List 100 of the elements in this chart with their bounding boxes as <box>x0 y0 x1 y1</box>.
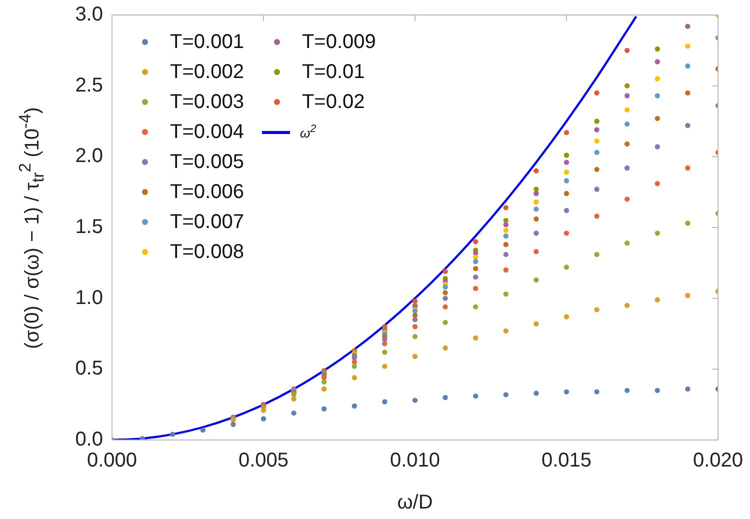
y-tick-label: 1.0 <box>75 286 103 309</box>
point <box>624 83 630 88</box>
point <box>654 59 660 64</box>
legend-label: T=0.01 <box>302 60 365 84</box>
point <box>442 296 448 301</box>
point <box>685 24 690 29</box>
point <box>534 206 539 212</box>
point <box>534 168 539 174</box>
point <box>503 233 508 239</box>
point <box>594 138 600 144</box>
point <box>412 334 418 340</box>
point <box>685 292 690 298</box>
point <box>685 44 690 49</box>
point <box>564 208 570 214</box>
point <box>564 389 570 394</box>
y-tick-label: 1.5 <box>75 216 103 238</box>
point <box>624 107 630 113</box>
point <box>594 166 600 172</box>
legend-label: T=0.001 <box>170 30 244 54</box>
point <box>624 388 630 394</box>
point <box>534 390 539 396</box>
point <box>654 230 660 236</box>
legend-label: T=0.007 <box>170 210 244 234</box>
point <box>260 408 266 413</box>
x-axis-title: ω/D <box>397 492 433 514</box>
x-tick-label: 0.015 <box>541 450 592 472</box>
point <box>442 290 448 296</box>
point <box>473 393 478 399</box>
y-tick-label: 3.0 <box>75 4 103 26</box>
point <box>654 180 660 186</box>
point <box>534 190 539 196</box>
point <box>534 199 539 205</box>
point <box>594 127 600 132</box>
point <box>534 186 539 192</box>
point <box>442 268 448 274</box>
point <box>654 144 660 150</box>
point <box>654 116 660 122</box>
x-tick-label: 0.005 <box>238 450 289 472</box>
point <box>382 364 388 369</box>
point <box>534 277 539 283</box>
point <box>442 394 448 400</box>
point <box>594 389 600 394</box>
point <box>685 122 690 128</box>
point <box>654 46 660 52</box>
legend-label: T=0.008 <box>170 240 244 264</box>
point <box>654 388 660 394</box>
point <box>260 416 266 422</box>
point <box>564 152 570 158</box>
point <box>564 230 570 236</box>
point <box>412 398 418 403</box>
point <box>170 432 176 437</box>
point <box>503 242 508 248</box>
point <box>624 165 630 171</box>
point <box>503 328 508 334</box>
point <box>624 141 630 147</box>
point <box>594 252 600 258</box>
point <box>685 165 690 171</box>
point <box>503 205 508 210</box>
y-tick-label: 2.5 <box>75 74 103 96</box>
point <box>322 406 327 412</box>
point <box>412 354 418 360</box>
point <box>473 304 478 310</box>
legend-label: T=0.003 <box>170 90 244 114</box>
y-tick-label: 0.5 <box>75 358 103 380</box>
point <box>685 90 690 96</box>
point <box>594 214 600 219</box>
point <box>412 324 418 330</box>
x-tick-label: 0.010 <box>390 450 440 472</box>
point <box>594 186 600 192</box>
legend-label: T=0.006 <box>170 180 244 204</box>
point <box>382 399 388 404</box>
point <box>594 150 600 156</box>
y-tick-label: 0.0 <box>75 428 103 451</box>
point <box>624 48 630 54</box>
point <box>624 121 630 127</box>
point <box>503 222 508 228</box>
point <box>624 196 630 202</box>
point <box>412 316 418 322</box>
point <box>352 364 357 369</box>
point <box>473 274 478 280</box>
point <box>685 220 690 226</box>
point <box>503 252 508 258</box>
legend-label: T=0.002 <box>170 60 244 84</box>
point <box>473 335 478 341</box>
point <box>352 375 357 380</box>
point <box>291 396 296 402</box>
point <box>685 386 690 392</box>
point <box>352 403 357 409</box>
point <box>442 284 448 290</box>
point <box>503 267 508 273</box>
point <box>473 250 478 256</box>
point <box>382 350 388 355</box>
legend-label: T=0.009 <box>302 30 376 54</box>
point <box>654 297 660 302</box>
point <box>624 93 630 98</box>
point <box>654 76 660 82</box>
point <box>473 258 478 264</box>
point <box>473 286 478 292</box>
legend-label: T=0.005 <box>170 150 244 174</box>
point <box>564 314 570 320</box>
